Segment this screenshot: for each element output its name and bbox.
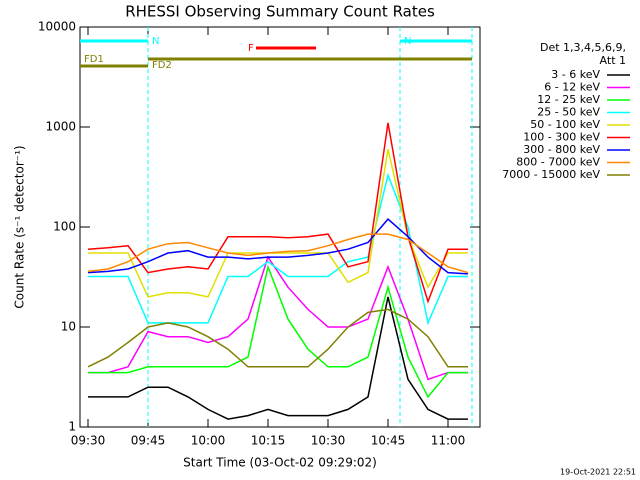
legend-label: 25 - 50 keV bbox=[537, 106, 600, 119]
x-tick-label: 10:45 bbox=[371, 434, 406, 448]
flag-label: F bbox=[248, 43, 254, 54]
x-tick-label: 10:30 bbox=[311, 434, 346, 448]
legend-label: 3 - 6 keV bbox=[551, 68, 600, 81]
legend-label: 7000 - 15000 keV bbox=[502, 168, 600, 181]
legend-label: 300 - 800 keV bbox=[523, 143, 600, 156]
y-tick-label: 1000 bbox=[45, 120, 76, 134]
flag-label: N bbox=[404, 36, 411, 47]
legend-title: Det 1,3,4,5,6,9, bbox=[540, 41, 626, 54]
chart-title: RHESSI Observing Summary Count Rates bbox=[125, 3, 435, 21]
x-tick-label: 11:00 bbox=[431, 434, 466, 448]
y-tick-label: 1 bbox=[68, 420, 76, 434]
x-tick-label: 09:30 bbox=[71, 434, 106, 448]
y-axis-label: Count Rate (s⁻¹ detector⁻¹) bbox=[13, 145, 27, 308]
flag-label: N bbox=[152, 36, 159, 47]
y-tick-label: 10 bbox=[61, 320, 76, 334]
legend-title: Att 1 bbox=[600, 54, 626, 67]
y-tick-label: 100 bbox=[53, 220, 76, 234]
y-tick-label: 10000 bbox=[38, 20, 76, 34]
series-line bbox=[88, 255, 468, 381]
legend-label: 12 - 25 keV bbox=[537, 93, 600, 106]
series-line bbox=[87, 218, 469, 275]
x-tick-label: 10:00 bbox=[191, 434, 226, 448]
footer: 19-Oct-2021 22:51 bbox=[560, 468, 636, 477]
x-axis-label: Start Time (03-Oct-02 09:29:02) bbox=[183, 456, 377, 470]
legend-label: 50 - 100 keV bbox=[530, 118, 600, 131]
series-line bbox=[87, 308, 468, 368]
flag-label: FD1 bbox=[84, 54, 104, 65]
legend-label: 6 - 12 keV bbox=[544, 81, 600, 94]
legend-label: 100 - 300 keV bbox=[523, 131, 600, 144]
legend-label: 800 - 7000 keV bbox=[516, 156, 600, 169]
series-line bbox=[88, 264, 468, 399]
series-line bbox=[87, 122, 468, 304]
series-line bbox=[88, 172, 468, 326]
series-line bbox=[88, 296, 468, 420]
x-tick-label: 10:15 bbox=[251, 434, 286, 448]
series-line bbox=[88, 149, 468, 298]
x-tick-label: 09:45 bbox=[131, 434, 166, 448]
series-line bbox=[87, 233, 469, 274]
flag-label: FD2 bbox=[152, 60, 172, 71]
